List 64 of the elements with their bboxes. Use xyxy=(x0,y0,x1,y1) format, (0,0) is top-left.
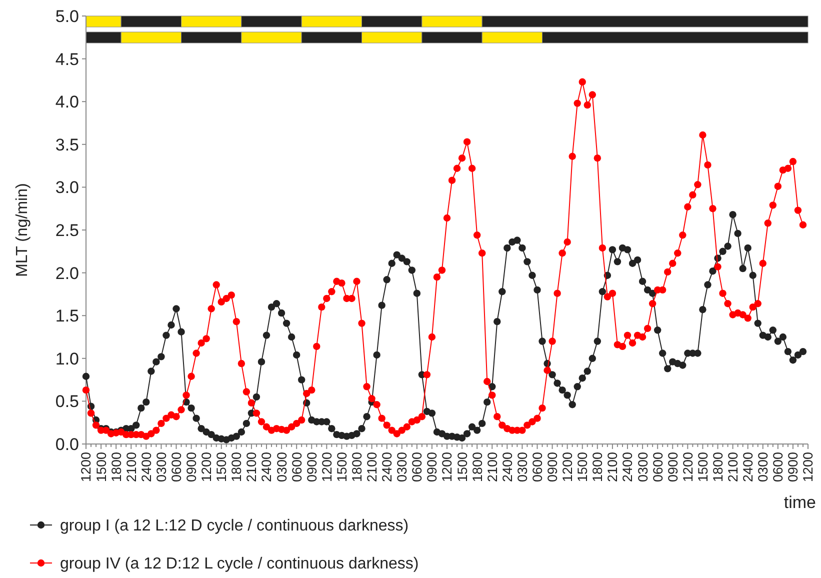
y-tick-label: 2.0 xyxy=(55,264,79,283)
x-tick-label: 1200 xyxy=(560,452,576,482)
x-tick-label: 2400 xyxy=(380,452,395,482)
x-tick-label: 2100 xyxy=(726,452,741,482)
y-tick-label: 0.0 xyxy=(55,434,79,454)
y-tick-label: 4.5 xyxy=(55,50,79,69)
x-tick-label: 1200 xyxy=(319,452,334,482)
legend-label: group IV (a 12 D:12 L cycle / continuous darkness) xyxy=(60,556,419,573)
y-tick-label: 1.0 xyxy=(55,349,79,368)
x-tick-label: 0600 xyxy=(289,452,304,482)
legend-label: group I (a 12 L:12 D cycle / continuous darkness) xyxy=(60,518,409,535)
x-tick-label: 1200 xyxy=(440,452,455,482)
x-tick-label: 0300 xyxy=(635,452,650,482)
x-tick-label: 2400 xyxy=(620,452,636,482)
x-tick-label: 0900 xyxy=(304,452,320,482)
x-tick-label: 1200 xyxy=(680,452,696,482)
x-tick-label: 2100 xyxy=(364,452,380,482)
x-tick-label: 1200 xyxy=(800,452,816,482)
x-tick-label: 0600 xyxy=(770,452,786,482)
x-tick-label: 0600 xyxy=(410,452,425,482)
x-tick-label: 1200 xyxy=(199,452,214,482)
x-tick-label: 0900 xyxy=(424,452,440,482)
x-tick-label: 1800 xyxy=(590,452,606,482)
x-tick-label: 0900 xyxy=(184,452,200,482)
x-tick-label: 0300 xyxy=(756,452,771,482)
x-tick-label: 2100 xyxy=(484,452,500,482)
x-tick-label: 1500 xyxy=(695,452,710,482)
y-axis-title: MLT (ng/min) xyxy=(14,183,31,277)
x-tick-label: 2400 xyxy=(740,452,756,482)
x-tick-label: 0300 xyxy=(514,452,530,482)
y-tick-label: 0.5 xyxy=(55,392,79,412)
x-tick-label: 0300 xyxy=(274,452,290,482)
y-tick-label: 1.5 xyxy=(55,306,79,326)
y-tick-label: 3.0 xyxy=(55,178,79,198)
x-tick-label: 0900 xyxy=(665,452,680,482)
x-tick-label: 2100 xyxy=(605,452,620,482)
y-tick-label: 3.5 xyxy=(55,135,79,154)
x-tick-label: 0300 xyxy=(154,452,169,482)
x-tick-label: 1500 xyxy=(214,452,230,482)
x-tick-label: 0900 xyxy=(786,452,801,482)
x-tick-label: 0600 xyxy=(168,452,184,482)
y-tick-label: 4.0 xyxy=(55,92,79,112)
x-tick-label: 1200 xyxy=(78,452,94,482)
x-axis-title: time xyxy=(784,493,816,512)
y-tick-label: 2.5 xyxy=(55,220,79,240)
y-tick-label: 5.0 xyxy=(55,6,79,26)
x-tick-label: 1500 xyxy=(575,452,590,482)
x-tick-label: 1500 xyxy=(94,452,109,482)
x-tick-label: 0300 xyxy=(394,452,410,482)
x-tick-label: 2100 xyxy=(244,452,260,482)
x-tick-label: 1500 xyxy=(454,452,470,482)
x-tick-label: 2400 xyxy=(500,452,515,482)
x-tick-label: 2100 xyxy=(124,452,139,482)
x-tick-label: 2400 xyxy=(259,452,274,482)
x-tick-label: 2400 xyxy=(138,452,154,482)
x-tick-label: 1800 xyxy=(349,452,364,482)
x-tick-label: 1800 xyxy=(229,452,244,482)
x-tick-label: 0600 xyxy=(650,452,666,482)
x-tick-label: 1800 xyxy=(470,452,485,482)
x-tick-label: 1800 xyxy=(710,452,726,482)
x-tick-label: 0600 xyxy=(530,452,545,482)
x-tick-label: 0900 xyxy=(545,452,560,482)
x-tick-label: 1800 xyxy=(108,452,124,482)
x-tick-label: 1500 xyxy=(334,452,350,482)
